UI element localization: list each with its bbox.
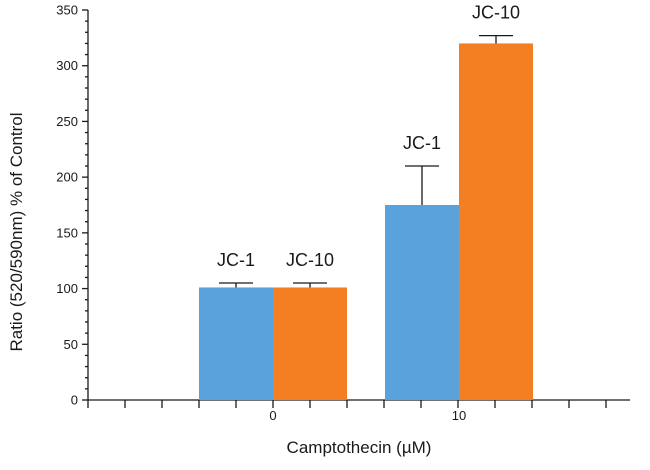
y-tick-label: 100 <box>56 281 78 296</box>
bar-label-jc-1: JC-1 <box>217 250 255 270</box>
x-axis-title: Camptothecin (µM) <box>287 438 432 457</box>
y-tick-label: 350 <box>56 3 78 18</box>
y-axis-title: Ratio (520/590nm) % of Control <box>7 112 26 351</box>
y-tick-label: 50 <box>64 337 78 352</box>
x-tick-label: 0 <box>269 408 276 423</box>
bar-label-jc-10: JC-10 <box>286 250 334 270</box>
bar-jc-1-10 <box>385 205 459 400</box>
y-tick-label: 0 <box>71 393 78 408</box>
y-tick-label: 250 <box>56 114 78 129</box>
plot-area: 0 50 100 150 200 250 300 350 0 JC-1 JC-10 10 JC-1 JC-… <box>56 3 630 423</box>
bar-jc-10-0 <box>273 287 347 400</box>
bar-label-jc-10: JC-10 <box>472 3 520 23</box>
y-tick-label: 300 <box>56 58 78 73</box>
y-tick-label: 200 <box>56 170 78 185</box>
y-tick-label: 150 <box>56 225 78 240</box>
bar-label-jc-1: JC-1 <box>403 133 441 153</box>
bar-jc-10-10 <box>459 43 533 401</box>
x-tick-label: 10 <box>452 408 466 423</box>
bar-jc-1-0 <box>199 287 273 400</box>
